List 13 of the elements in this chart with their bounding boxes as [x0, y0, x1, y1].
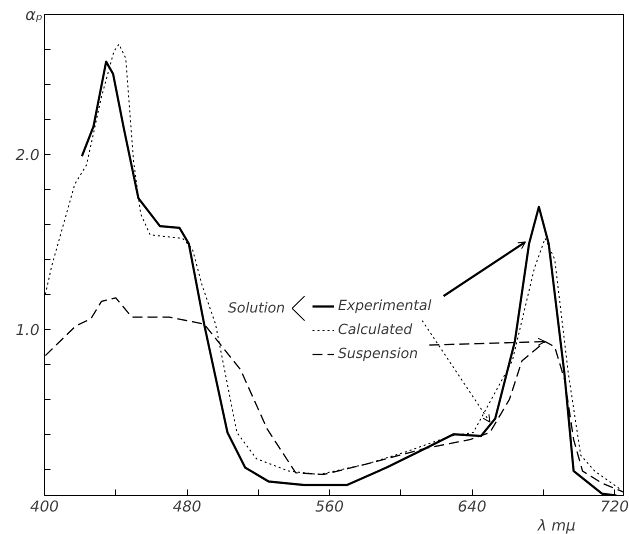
x-tick-label: 640 — [458, 498, 486, 516]
y-tick-label: 2.0 — [16, 146, 40, 164]
legend-label: Suspension — [338, 346, 418, 362]
x-axis-title: λ mμ — [536, 516, 576, 534]
legend-label: Calculated — [338, 322, 412, 338]
y-tick-label: 1.0 — [16, 320, 40, 339]
y-axis-title: αₚ — [25, 5, 43, 24]
x-tick-label: 400 — [30, 498, 59, 516]
x-tick-label: 720 — [600, 498, 629, 516]
annotation: Solution — [228, 300, 286, 316]
legend-label: Experimental — [338, 298, 432, 314]
x-tick-label: 560 — [315, 498, 344, 516]
x-tick-label: 480 — [172, 498, 202, 516]
